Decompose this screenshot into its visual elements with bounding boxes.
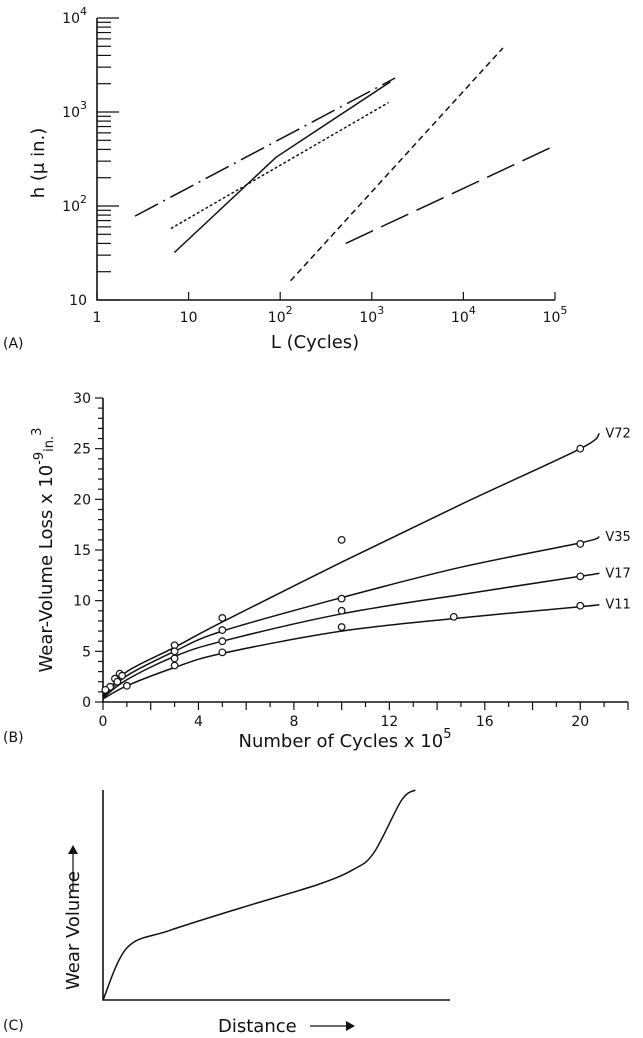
- panel-a-x-tick-label: 1: [93, 310, 102, 326]
- panel-b-x-tick-label: 12: [380, 714, 398, 730]
- panel-b-data-point: [337, 606, 346, 615]
- panel-b-series-v11: [102, 603, 600, 700]
- panel-b-series-v35: [102, 536, 600, 698]
- panel-a-y-tick-label: 102: [62, 193, 87, 215]
- panel-b-x-tick-label: 16: [476, 714, 494, 730]
- panel-a-y-tick-label: 103: [62, 99, 87, 121]
- panel-b-data-point: [101, 685, 110, 694]
- panel-a-y-axis-title: h (μ in.): [28, 128, 49, 198]
- panel-b-x-axis-title: Number of Cycles x 105: [239, 727, 452, 752]
- panel-a-y-tick-label: 104: [62, 5, 87, 27]
- panel-b-y-tick-label: 10: [73, 594, 91, 610]
- panel-b-series-label: V17: [605, 566, 630, 581]
- panel-b-data-point: [218, 637, 227, 646]
- panel-b-data-point: [337, 535, 346, 544]
- panel-b-data-point: [337, 594, 346, 603]
- panel-b-data-point: [218, 626, 227, 634]
- panel-b-y-tick-label: 5: [82, 644, 91, 660]
- panel-b-data-point: [170, 654, 179, 663]
- panel-b-data-point: [218, 613, 227, 622]
- panel-b-label: (B): [3, 730, 24, 746]
- panel-a-x-tick-label: 104: [451, 304, 476, 326]
- panel-b-x-tick-label: 0: [99, 714, 108, 730]
- panel-c-wear-curve: [102, 789, 416, 1001]
- panel-b-data-point: [576, 572, 585, 581]
- panel-b-data-point: [113, 677, 122, 686]
- panel-b-y-tick-label: 25: [73, 442, 91, 458]
- panel-a-x-tick-label: 103: [359, 304, 384, 326]
- panel-a-y-tick-label: 10: [69, 293, 87, 309]
- panel-c-x-axis-title: Distance: [218, 1016, 355, 1037]
- panel-b-data-point: [218, 648, 227, 657]
- panel-b-series-v17: [102, 572, 600, 699]
- panel-c-label: (C): [3, 1018, 24, 1034]
- panel-b-y-tick-label: 15: [73, 543, 91, 559]
- panel-b-data-point: [122, 681, 131, 690]
- panel-b-series-v72: [102, 432, 600, 697]
- panel-a-series-short-dash: [290, 47, 504, 282]
- panel-b-data-point: [170, 647, 179, 656]
- panel-a-axes: [96, 18, 555, 301]
- panel-c-y-axis-title: Wear Volume: [63, 845, 84, 990]
- panel-b-data-point: [118, 671, 126, 680]
- svg-text:Wear Volume: Wear Volume: [63, 871, 84, 990]
- panel-b-data-point: [170, 661, 179, 670]
- panel-b-y-axis-title: Wear-Volume Loss x 10-9in.3: [30, 428, 57, 673]
- svg-text:Distance: Distance: [218, 1016, 297, 1037]
- panel-b-data-point: [337, 623, 346, 631]
- panel-a-series-dotted: [170, 102, 389, 229]
- panel-a-x-tick-label: 105: [543, 304, 568, 326]
- panel-a-series-solid: [173, 81, 391, 254]
- panel-b-data-point: [449, 612, 458, 621]
- panel-b-y-tick-label: 20: [73, 492, 91, 508]
- panel-b-data-point: [576, 540, 585, 548]
- panel-a-chart: 1 10 102 103 104 105 10 102 103 104 L (Cycles) h …: [3, 5, 567, 353]
- panel-a-label: (A): [3, 336, 24, 352]
- panel-b-x-tick-label: 8: [289, 714, 298, 730]
- panel-b-data-point: [576, 444, 585, 453]
- panel-b-chart: 0 4 8 12 16 20 0 5 10 15 20 25 30 V72 V35 V17 V11 Numbe…: [3, 391, 631, 752]
- panel-b-data-point: [576, 601, 585, 610]
- panel-a-x-tick-label: 10: [180, 310, 198, 326]
- panel-b-x-tick-label: 4: [194, 714, 203, 730]
- panel-b-y-tick-label: 0: [82, 695, 91, 711]
- panel-a-x-axis-title: L (Cycles): [271, 332, 359, 353]
- panel-a-x-tick-label: 102: [268, 304, 293, 326]
- panel-b-series-label: V11: [605, 598, 630, 613]
- panel-c-chart: Distance Wear Volume (C): [3, 789, 450, 1037]
- panel-b-x-tick-label: 20: [571, 714, 589, 730]
- panel-b-series-label: V72: [605, 426, 630, 441]
- panel-a-series-long-dash: [345, 145, 554, 245]
- panel-a-series-dash-dot: [134, 77, 396, 217]
- panel-b-y-tick-label: 30: [73, 391, 91, 407]
- panel-b-series-label: V35: [605, 530, 630, 545]
- panel-c-axes: [102, 790, 450, 1001]
